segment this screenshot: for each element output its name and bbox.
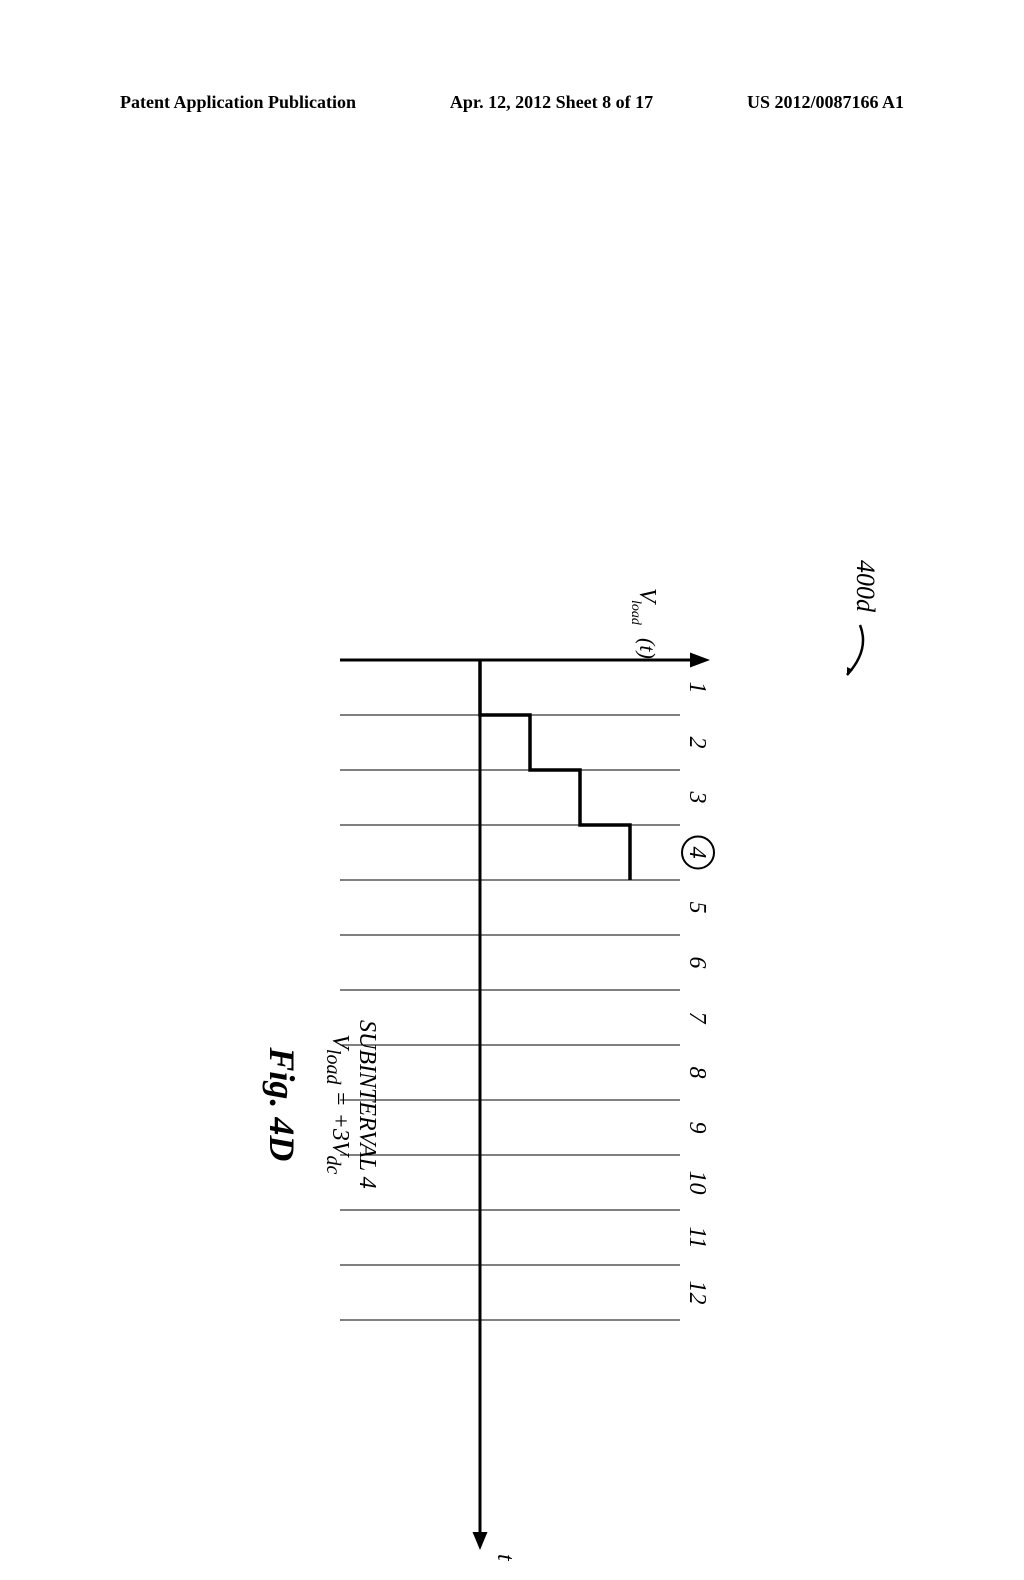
- svg-text:10: 10: [684, 1171, 710, 1195]
- svg-text:2: 2: [684, 737, 710, 749]
- caption-block: SUBINTERVAL 4 Vload = +3Vdc Fig. 4D: [261, 1020, 380, 1189]
- svg-text:7: 7: [684, 1012, 710, 1025]
- header-center: Apr. 12, 2012 Sheet 8 of 17: [450, 92, 653, 113]
- svg-text:8: 8: [684, 1067, 710, 1079]
- svg-text:5: 5: [684, 902, 710, 914]
- patent-header: Patent Application Publication Apr. 12, …: [0, 92, 1024, 113]
- svg-text:12: 12: [684, 1281, 710, 1305]
- ref-leader-line: [835, 620, 875, 690]
- header-left: Patent Application Publication: [120, 92, 356, 113]
- header-right: US 2012/0087166 A1: [747, 92, 904, 113]
- svg-text:1: 1: [684, 682, 710, 694]
- svg-text:(t): (t): [635, 638, 660, 659]
- figure-ref-label: 400d: [850, 560, 880, 612]
- subinterval-label: SUBINTERVAL 4: [353, 1020, 380, 1189]
- svg-text:11: 11: [684, 1226, 710, 1248]
- svg-text:4: 4: [684, 847, 710, 859]
- svg-text:3: 3: [684, 791, 710, 804]
- svg-text:load: load: [628, 600, 643, 626]
- figure-container: 400d 123456789101112Vload(t)t SUBINTERVA…: [140, 170, 880, 1210]
- svg-text:t: t: [492, 1554, 518, 1562]
- rotated-figure: 400d 123456789101112Vload(t)t SUBINTERVA…: [150, 540, 890, 1580]
- figure-number: Fig. 4D: [261, 1020, 303, 1189]
- vload-equation: Vload = +3Vdc: [321, 1020, 353, 1189]
- svg-text:6: 6: [684, 957, 710, 969]
- svg-text:9: 9: [684, 1122, 710, 1134]
